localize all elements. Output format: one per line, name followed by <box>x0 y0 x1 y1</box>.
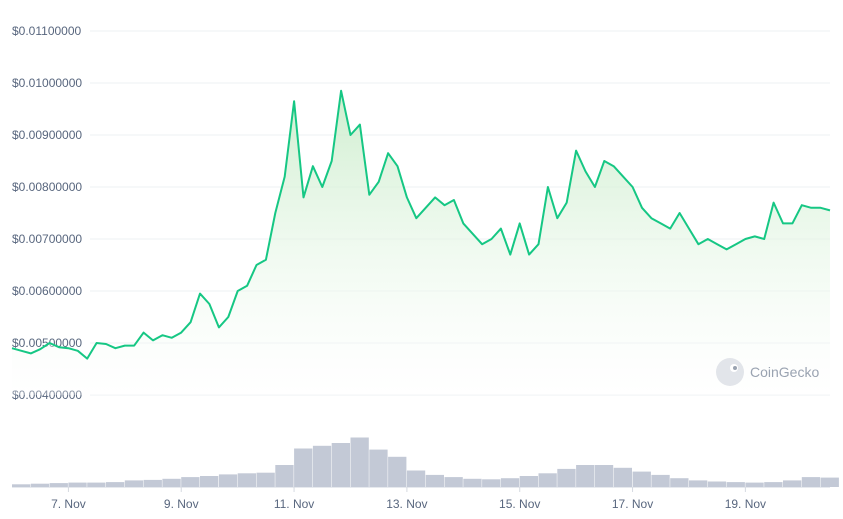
volume-bar <box>30 483 50 487</box>
y-tick-label: $0.00600000 <box>12 284 82 298</box>
volume-bar <box>425 474 444 487</box>
y-tick-label: $0.00500000 <box>12 336 82 350</box>
volume-bar <box>463 478 482 488</box>
volume-bar <box>632 471 651 487</box>
volume-bar <box>294 448 313 487</box>
coingecko-watermark: CoinGecko <box>716 358 819 386</box>
volume-bar <box>820 477 839 487</box>
volume-bar <box>500 478 520 487</box>
volume-bar <box>181 477 200 487</box>
volume-bar <box>256 472 275 487</box>
volume-bar <box>124 480 144 487</box>
y-axis: $0.01100000 $0.01000000 $0.00900000 $0.0080… <box>12 24 82 402</box>
y-tick-label: $0.00800000 <box>12 180 82 194</box>
x-tick-label: 11. Nov <box>274 497 314 511</box>
y-tick-label: $0.01100000 <box>12 24 82 38</box>
gecko-logo-icon <box>716 358 744 386</box>
volume-bar <box>49 483 68 487</box>
volume-bar <box>444 477 463 487</box>
volume-bar <box>482 479 501 487</box>
y-tick-label: $0.00900000 <box>12 128 82 142</box>
volume-bar <box>237 473 256 488</box>
volume-bar <box>613 467 632 488</box>
volume-bar <box>538 473 557 488</box>
volume-bar <box>689 480 708 487</box>
volume-bar <box>275 465 294 487</box>
volume-bar <box>557 468 576 488</box>
volume-bar <box>707 481 727 487</box>
volume-bars <box>12 437 839 488</box>
volume-bar <box>312 445 332 488</box>
volume-bar <box>651 474 670 487</box>
volume-bar <box>87 482 106 487</box>
x-tick-label: 13. Nov <box>386 497 427 511</box>
volume-bar <box>350 437 369 487</box>
volume-bar <box>783 480 802 487</box>
price-line-group <box>11 89 831 360</box>
volume-bar <box>162 478 181 488</box>
volume-bar <box>519 476 538 487</box>
volume-bar <box>745 482 764 487</box>
volume-bar <box>801 477 821 487</box>
x-tick-label: 9. Nov <box>164 497 199 511</box>
volume-bar <box>388 456 407 488</box>
watermark-text: CoinGecko <box>750 364 819 380</box>
volume-bar <box>726 482 745 488</box>
gecko-pupil-icon <box>733 366 737 370</box>
volume-bar <box>576 465 595 487</box>
volume-bar <box>764 482 783 488</box>
volume-bar <box>670 478 689 487</box>
x-tick-label: 15. Nov <box>499 497 540 511</box>
x-axis: 7. Nov 9. Nov 11. Nov 13. Nov 15. Nov 17. Nov… <box>51 487 766 511</box>
price-area <box>12 90 830 396</box>
x-tick-label: 19. Nov <box>725 497 766 511</box>
y-tick-label: $0.00700000 <box>12 232 82 246</box>
volume-bar <box>331 443 350 487</box>
volume-bar <box>594 465 614 487</box>
volume-bar <box>68 482 87 487</box>
volume-bar <box>143 479 162 488</box>
x-tick-label: 17. Nov <box>612 497 653 511</box>
volume-bar <box>406 470 426 487</box>
volume-bar <box>200 476 219 487</box>
volume-bar <box>106 482 125 488</box>
y-tick-label: $0.01000000 <box>12 76 82 90</box>
volume-bar <box>369 449 388 487</box>
price-line <box>11 89 831 360</box>
price-area-fill <box>12 90 830 396</box>
x-tick-label: 7. Nov <box>51 497 86 511</box>
volume-bar <box>12 484 31 488</box>
volume-bar <box>218 474 238 488</box>
